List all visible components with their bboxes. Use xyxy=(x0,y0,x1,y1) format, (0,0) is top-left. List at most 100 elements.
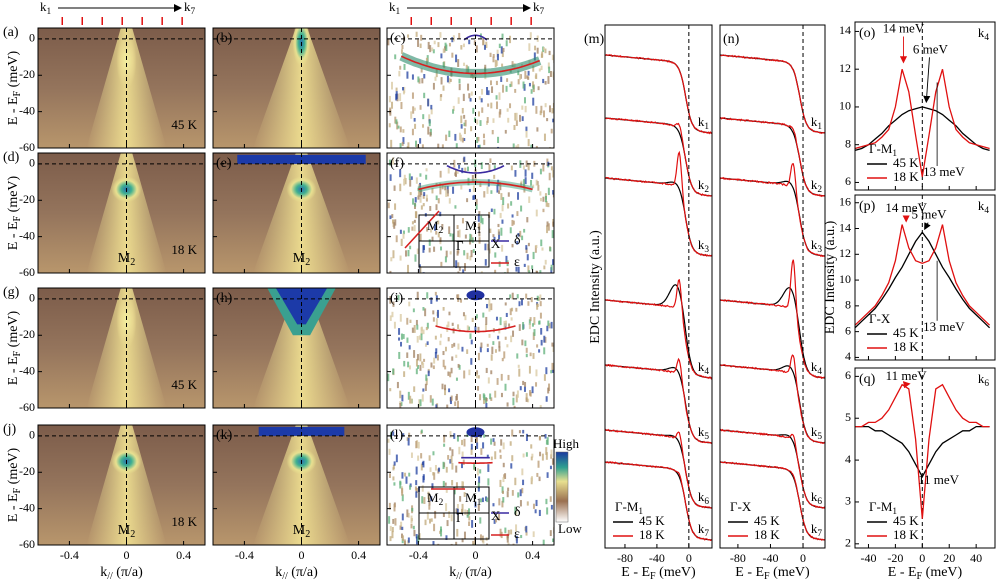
derivative-speckle xyxy=(511,61,514,68)
derivative-speckle xyxy=(507,529,510,536)
derivative-speckle xyxy=(505,40,508,47)
derivative-speckle xyxy=(536,47,539,54)
derivative-speckle xyxy=(540,239,543,247)
derivative-speckle xyxy=(533,329,536,336)
derivative-speckle xyxy=(466,252,469,260)
derivative-speckle xyxy=(515,112,518,121)
derivative-background xyxy=(387,153,554,273)
text-part: 1 xyxy=(704,122,709,132)
derivative-speckle xyxy=(434,291,437,296)
derivative-speckle xyxy=(548,50,551,56)
derivative-speckle xyxy=(463,250,466,256)
derivative-speckle xyxy=(459,496,462,502)
derivative-speckle xyxy=(415,536,418,545)
derivative-speckle xyxy=(399,255,402,261)
y-tick-label: -40 xyxy=(19,228,35,242)
derivative-speckle xyxy=(434,510,437,519)
derivative-speckle xyxy=(545,498,548,505)
derivative-speckle xyxy=(543,265,546,270)
derivative-speckle xyxy=(451,37,454,43)
y-tick-label: 12 xyxy=(839,61,851,75)
derivative-speckle xyxy=(546,507,549,515)
legend-label: ε xyxy=(514,527,520,542)
colorbar-label: High xyxy=(553,436,580,451)
gap-arrow xyxy=(923,57,931,104)
text-part: // xyxy=(456,571,462,581)
derivative-speckle xyxy=(478,231,481,237)
derivative-speckle xyxy=(417,188,420,197)
derivative-speckle xyxy=(498,341,501,348)
y-axis-label: E - EF (meV) xyxy=(6,310,23,385)
derivative-speckle xyxy=(405,476,408,484)
text-part: M xyxy=(293,523,306,538)
derivative-speckle xyxy=(426,511,429,520)
derivative-speckle xyxy=(390,257,393,262)
derivative-speckle xyxy=(413,117,416,122)
y-tick-label: 0 xyxy=(29,31,35,45)
derivative-speckle xyxy=(539,404,542,408)
derivative-speckle xyxy=(425,378,428,386)
derivative-speckle xyxy=(528,365,531,374)
x-tick-label: -80 xyxy=(730,551,746,565)
derivative-speckle xyxy=(392,250,395,259)
derivative-speckle xyxy=(458,364,461,370)
derivative-speckle xyxy=(423,92,426,99)
derivative-speckle xyxy=(410,515,413,524)
derivative-speckle xyxy=(395,119,398,125)
derivative-speckle xyxy=(444,388,447,396)
y-tick-label: 0 xyxy=(29,291,35,305)
derivative-speckle xyxy=(407,227,410,233)
text-part: 6 xyxy=(817,497,822,507)
derivative-speckle xyxy=(539,168,542,175)
x-axis-label: E - EF (meV) xyxy=(621,565,696,581)
derivative-speckle xyxy=(389,473,392,478)
derivative-speckle xyxy=(479,120,482,126)
derivative-speckle xyxy=(406,352,409,358)
gap-annotation: 14 meV xyxy=(883,21,925,36)
derivative-speckle xyxy=(392,368,395,375)
derivative-speckle xyxy=(430,362,433,368)
derivative-speckle xyxy=(416,324,419,330)
derivative-speckle xyxy=(419,266,422,273)
text-part: (meV) xyxy=(6,310,21,350)
derivative-speckle xyxy=(461,481,464,489)
derivative-speckle xyxy=(494,349,497,353)
derivative-speckle xyxy=(506,534,509,543)
text-part: 4 xyxy=(817,367,822,377)
derivative-speckle xyxy=(470,436,473,443)
derivative-speckle xyxy=(548,323,551,329)
derivative-speckle xyxy=(468,39,471,45)
x-tick-label: -0.4 xyxy=(235,548,254,562)
derivative-speckle xyxy=(402,129,405,133)
derivative-speckle xyxy=(435,404,438,408)
text-part: k xyxy=(698,424,705,439)
derivative-speckle xyxy=(512,220,515,225)
derivative-speckle xyxy=(481,107,484,113)
derivative-speckle xyxy=(506,108,509,112)
derivative-speckle xyxy=(387,438,390,443)
derivative-speckle xyxy=(434,351,437,359)
derivative-speckle xyxy=(486,87,489,95)
derivative-speckle xyxy=(463,122,466,127)
y-tick-label: -60 xyxy=(19,537,35,551)
derivative-speckle xyxy=(399,403,402,408)
panel-label: (o) xyxy=(859,26,876,41)
derivative-speckle xyxy=(477,223,480,230)
derivative-speckle xyxy=(468,521,471,526)
derivative-speckle xyxy=(406,337,409,343)
derivative-speckle xyxy=(420,463,423,471)
derivative-speckle xyxy=(493,236,496,241)
text-part: 2 xyxy=(439,226,444,236)
derivative-speckle xyxy=(499,317,502,326)
derivative-speckle xyxy=(542,539,545,545)
derivative-speckle xyxy=(452,109,455,114)
text-part: Γ-X xyxy=(869,311,891,326)
edc-curve xyxy=(604,428,713,509)
derivative-speckle xyxy=(419,196,422,203)
derivative-speckle xyxy=(510,317,513,321)
derivative-speckle xyxy=(440,94,443,98)
zone-label: X xyxy=(491,508,501,523)
derivative-speckle xyxy=(451,233,454,242)
derivative-speckle xyxy=(498,346,501,352)
derivative-speckle xyxy=(431,483,434,490)
